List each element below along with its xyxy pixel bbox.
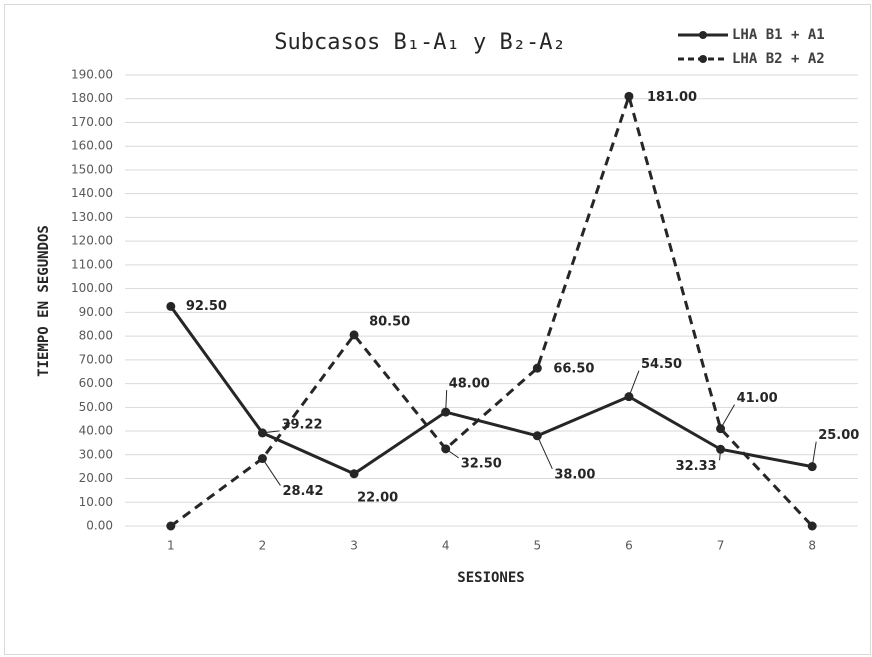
data-label: 54.50 bbox=[641, 357, 682, 372]
data-point bbox=[166, 521, 176, 531]
y-tick-label: 60.00 bbox=[79, 376, 113, 390]
chart-frame bbox=[4, 4, 871, 655]
x-tick-label: 8 bbox=[808, 539, 816, 553]
y-tick-label: 40.00 bbox=[79, 424, 113, 438]
data-label: 32.33 bbox=[676, 459, 717, 474]
x-tick-label: 2 bbox=[259, 539, 267, 553]
y-tick-label: 50.00 bbox=[79, 400, 113, 414]
data-point bbox=[807, 521, 817, 531]
y-tick-label: 190.00 bbox=[71, 68, 113, 82]
data-label: 38.00 bbox=[554, 467, 595, 482]
x-tick-label: 3 bbox=[350, 539, 358, 553]
y-tick-label: 110.00 bbox=[71, 257, 113, 271]
label-leader bbox=[262, 430, 280, 434]
data-label: 28.42 bbox=[282, 484, 323, 499]
label-leader bbox=[720, 404, 735, 429]
y-tick-label: 0.00 bbox=[86, 519, 113, 533]
data-point bbox=[166, 301, 176, 311]
y-axis-title: TIEMPO EN SEGUNDOS bbox=[36, 225, 52, 377]
data-label: 22.00 bbox=[357, 490, 398, 505]
y-tick-label: 180.00 bbox=[71, 91, 113, 105]
data-label: 48.00 bbox=[449, 377, 490, 392]
legend-marker bbox=[699, 31, 707, 39]
data-point bbox=[532, 363, 542, 373]
y-tick-label: 100.00 bbox=[71, 281, 113, 295]
data-label: 92.50 bbox=[186, 299, 227, 314]
label-leader bbox=[628, 370, 640, 397]
label-leader bbox=[262, 458, 281, 486]
y-tick-label: 70.00 bbox=[79, 352, 113, 366]
data-label: 181.00 bbox=[647, 90, 697, 105]
y-tick-label: 20.00 bbox=[79, 471, 113, 485]
series-line bbox=[169, 91, 814, 528]
label-leader bbox=[445, 448, 459, 459]
legend-marker bbox=[699, 55, 707, 63]
y-tick-label: 80.00 bbox=[79, 329, 113, 343]
data-point bbox=[349, 330, 359, 340]
y-tick-label: 10.00 bbox=[79, 495, 113, 509]
data-label: 66.50 bbox=[553, 362, 594, 377]
legend-label: LHA B1 + A1 bbox=[732, 27, 825, 43]
label-leader bbox=[445, 390, 448, 413]
data-label: 80.50 bbox=[369, 314, 410, 329]
y-tick-label: 150.00 bbox=[71, 162, 113, 176]
data-label: 41.00 bbox=[737, 391, 778, 406]
data-point bbox=[349, 469, 359, 479]
label-leader bbox=[811, 441, 817, 467]
legend-label: LHA B2 + A2 bbox=[732, 51, 825, 67]
x-tick-label: 4 bbox=[442, 539, 450, 553]
y-tick-label: 160.00 bbox=[71, 139, 113, 153]
y-tick-label: 120.00 bbox=[71, 234, 113, 248]
data-label: 32.50 bbox=[461, 456, 502, 471]
y-tick-label: 90.00 bbox=[79, 305, 113, 319]
y-tick-label: 130.00 bbox=[71, 210, 113, 224]
x-tick-label: 6 bbox=[625, 539, 633, 553]
data-label: 25.00 bbox=[818, 428, 859, 443]
data-label: 39.22 bbox=[281, 417, 322, 432]
x-tick-label: 1 bbox=[167, 539, 175, 553]
y-tick-label: 140.00 bbox=[71, 186, 113, 200]
x-tick-label: 7 bbox=[717, 539, 725, 553]
label-leader bbox=[719, 449, 722, 461]
chart-title: Subcasos B₁-A₁ y B₂-A₂ bbox=[274, 30, 565, 55]
x-tick-label: 5 bbox=[533, 539, 541, 553]
y-tick-label: 170.00 bbox=[71, 115, 113, 129]
x-axis-title: SESIONES bbox=[457, 570, 524, 586]
label-leader bbox=[536, 435, 553, 470]
y-tick-label: 30.00 bbox=[79, 447, 113, 461]
data-point bbox=[624, 91, 634, 101]
